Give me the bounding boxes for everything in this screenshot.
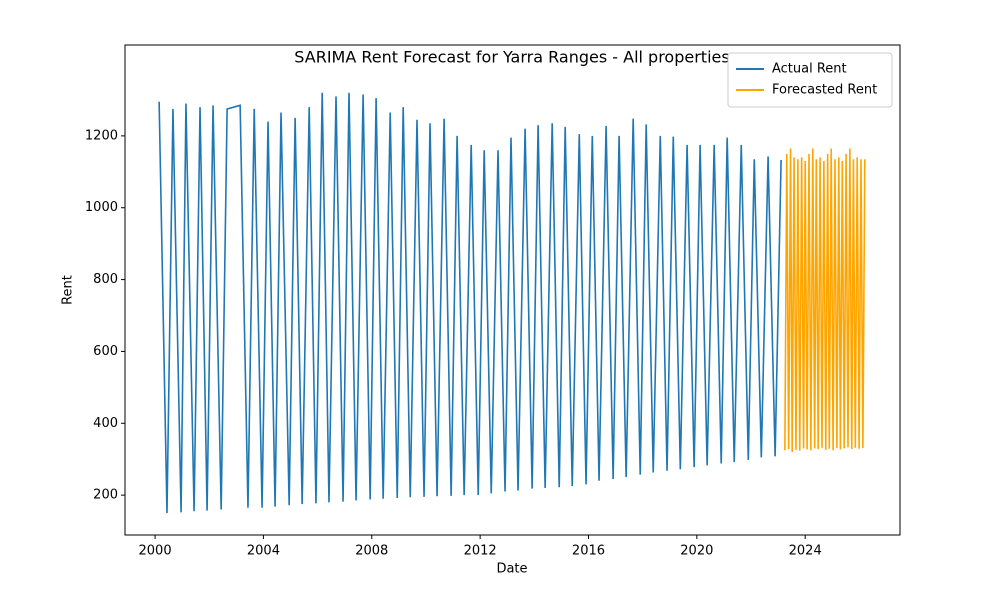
y-tick-label: 800 (93, 272, 118, 287)
x-axis-label: Date (496, 562, 527, 577)
x-tick-label: 2012 (464, 544, 497, 559)
y-tick-label: 400 (93, 416, 118, 431)
x-tick-label: 2016 (572, 544, 605, 559)
y-tick-label: 600 (93, 344, 118, 359)
legend-label: Forecasted Rent (772, 83, 877, 98)
legend-label: Actual Rent (772, 62, 847, 77)
chart-title: SARIMA Rent Forecast for Yarra Ranges - … (294, 48, 729, 67)
series-line (784, 148, 866, 453)
y-tick-label: 1200 (85, 128, 118, 143)
x-tick-label: 2020 (680, 544, 713, 559)
x-tick-label: 2004 (247, 544, 280, 559)
x-tick-label: 2024 (789, 544, 822, 559)
plot-frame (124, 44, 901, 536)
y-tick-label: 1000 (85, 200, 118, 215)
legend-box (727, 52, 893, 108)
x-tick-label: 2008 (355, 544, 388, 559)
series-line (158, 92, 782, 514)
y-tick-label: 200 (93, 488, 118, 503)
y-axis-label: Rent (61, 275, 76, 305)
x-tick-label: 2000 (139, 544, 172, 559)
